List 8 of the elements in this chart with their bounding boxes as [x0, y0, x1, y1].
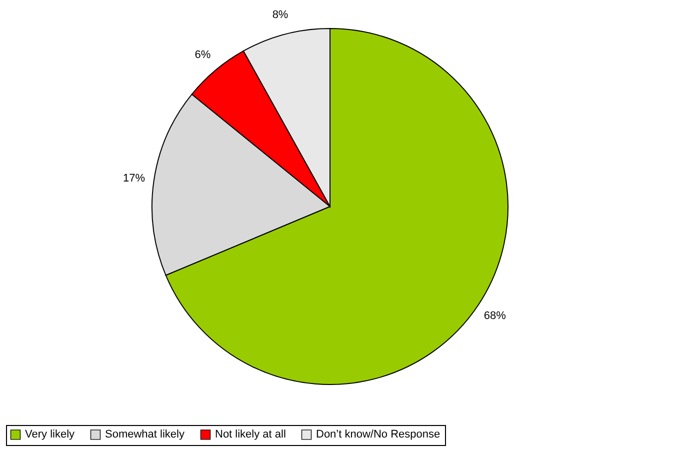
legend-label: Somewhat likely — [105, 428, 185, 441]
data-label: 6% — [194, 48, 211, 61]
data-label: 68% — [484, 310, 506, 322]
legend-label: Don’t know/No Response — [316, 428, 440, 441]
data-label: 8% — [272, 8, 288, 21]
legend-label: Very likely — [25, 428, 76, 441]
legend-label: Not likely at all — [215, 428, 286, 441]
data-label: 17% — [123, 172, 146, 184]
